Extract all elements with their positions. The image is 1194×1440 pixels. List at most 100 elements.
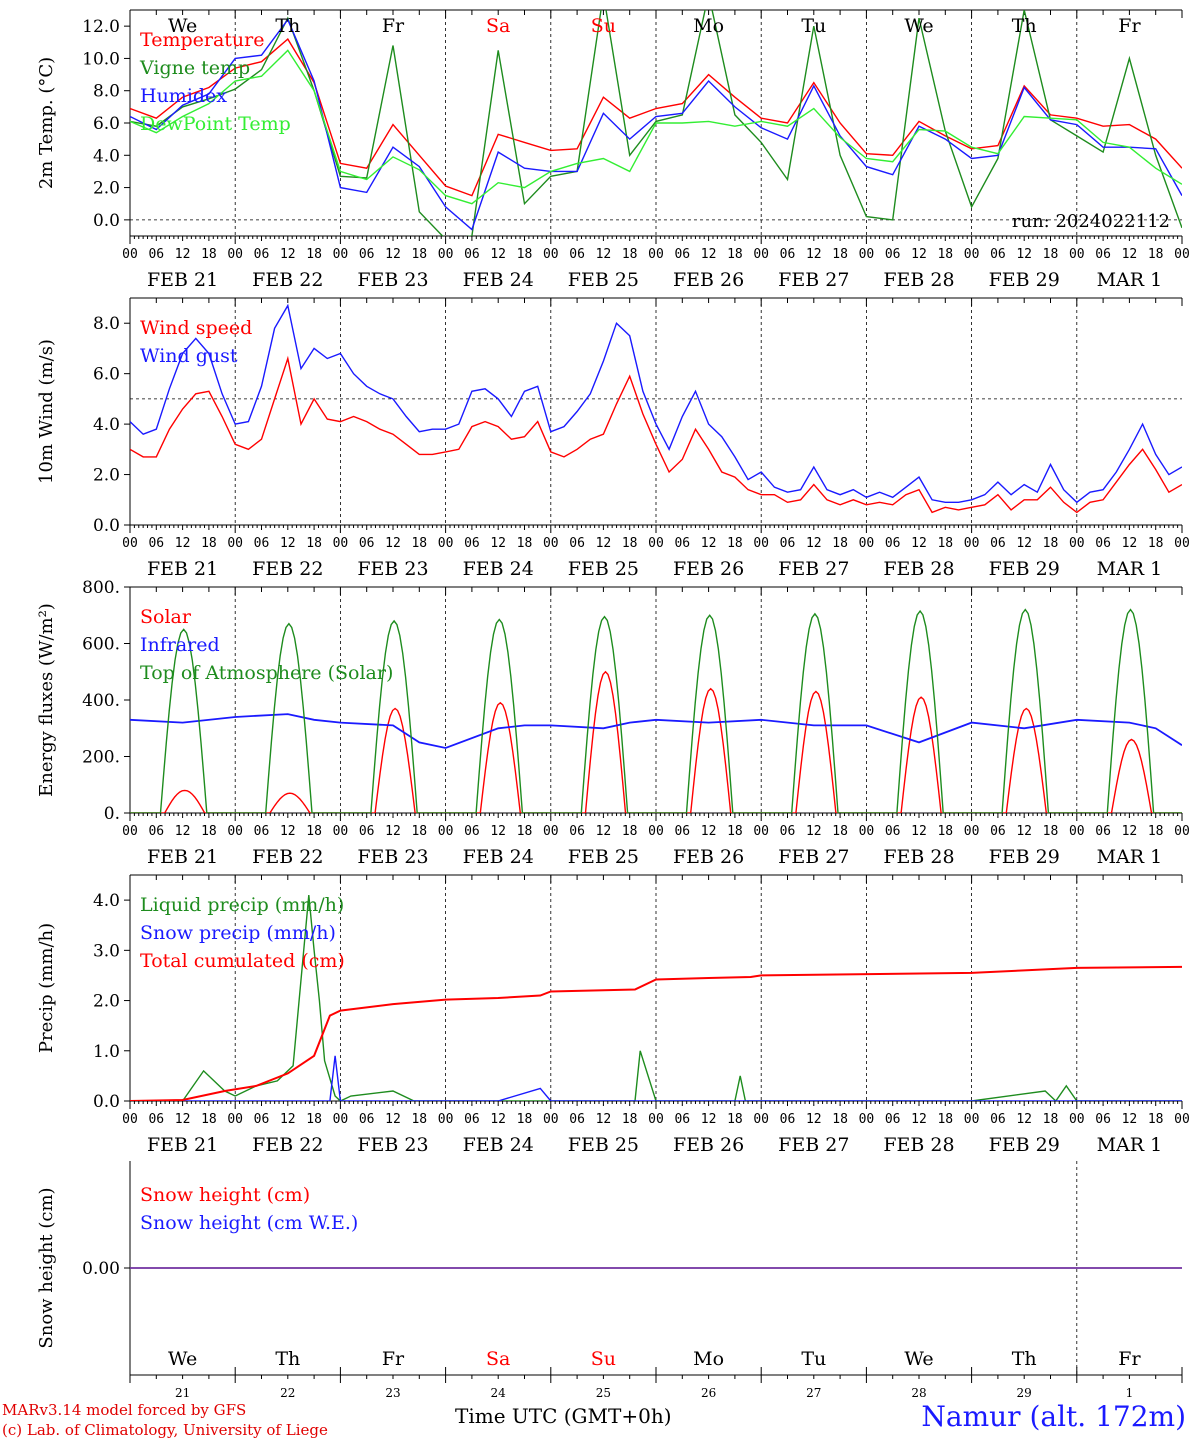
series-line	[130, 895, 1182, 1101]
hour-label: 00	[122, 824, 138, 839]
hour-label: 00	[753, 247, 769, 262]
hour-label: 12	[280, 536, 296, 551]
hour-label: 06	[359, 1112, 375, 1127]
meteogram-chart: 0.02.04.06.08.010.012.02m Temp. (°C)00 06…	[36, 9, 1190, 1400]
hour-label: 06	[885, 824, 901, 839]
hour-label: 06	[780, 824, 796, 839]
date-label: FEB 21	[147, 558, 218, 580]
hour-label: 06	[885, 1112, 901, 1127]
hour-label: 12	[1016, 824, 1032, 839]
date-label: FEB 25	[568, 558, 639, 580]
hour-label: 00	[1174, 247, 1190, 262]
hour-label: 18	[1043, 247, 1059, 262]
hour-label: 06	[254, 247, 270, 262]
weekday-label: We	[168, 1348, 197, 1370]
hour-label: 00	[648, 536, 664, 551]
weekday-label: Fr	[382, 1348, 405, 1370]
legend-entry: Total cumulated (cm)	[140, 950, 345, 972]
hour-label: 06	[780, 1112, 796, 1127]
date-label: FEB 27	[778, 558, 849, 580]
hour-label: 12	[280, 824, 296, 839]
day-number-label: 25	[596, 1386, 611, 1400]
y-tick-label: 600.	[82, 635, 120, 655]
hour-label: 00	[964, 824, 980, 839]
hour-label: 12	[490, 536, 506, 551]
y-tick-label: 0.00	[82, 1259, 120, 1279]
y-tick-label: 3.0	[93, 941, 120, 961]
date-label: FEB 21	[147, 1134, 218, 1156]
y-tick-label: 800.	[82, 578, 120, 598]
hour-label: 12	[1122, 1112, 1138, 1127]
hour-label: 12	[701, 824, 717, 839]
date-label: MAR 1	[1097, 558, 1163, 580]
legend-entry: Vigne temp	[139, 57, 250, 79]
y-tick-label: 12.0	[82, 17, 120, 37]
hour-label: 12	[1122, 247, 1138, 262]
weekday-label: Su	[591, 1348, 616, 1370]
date-label: FEB 23	[357, 269, 428, 291]
hour-label: 00	[438, 536, 454, 551]
hour-label: 06	[885, 536, 901, 551]
series-line	[130, 355, 1182, 514]
hour-label: 12	[1016, 247, 1032, 262]
y-tick-label: 4.0	[93, 415, 120, 435]
hour-label: 06	[569, 1112, 585, 1127]
date-label: FEB 28	[883, 1134, 954, 1156]
hour-label: 00	[227, 824, 243, 839]
hour-label: 00	[438, 1112, 454, 1127]
legend-entry: Humidex	[140, 85, 227, 107]
date-label: FEB 22	[252, 846, 323, 868]
hour-label: 12	[490, 1112, 506, 1127]
hour-label: 06	[254, 1112, 270, 1127]
hour-label: 06	[254, 536, 270, 551]
hour-label: 00	[648, 824, 664, 839]
hour-label: 12	[385, 247, 401, 262]
weekday-label: Th	[275, 15, 300, 37]
hour-label: 18	[727, 536, 743, 551]
hour-label: 12	[911, 1112, 927, 1127]
weekday-label: We	[168, 15, 197, 37]
y-axis-title: Snow height (cm)	[36, 1187, 57, 1348]
y-tick-label: 8.0	[93, 314, 120, 334]
hour-label: 00	[859, 536, 875, 551]
date-label: FEB 25	[568, 269, 639, 291]
hour-label: 06	[148, 824, 164, 839]
y-tick-label: 2.0	[93, 179, 120, 199]
hour-label: 00	[438, 824, 454, 839]
legend-entry: Snow height (cm W.E.)	[140, 1212, 358, 1234]
legend-entry: Temperature	[140, 29, 264, 51]
hour-label: 00	[964, 1112, 980, 1127]
hour-label: 18	[622, 824, 638, 839]
date-label: FEB 25	[568, 846, 639, 868]
date-label: FEB 25	[568, 1134, 639, 1156]
hour-label: 18	[727, 1112, 743, 1127]
hour-label: 18	[937, 247, 953, 262]
series-line	[130, 10, 1182, 236]
hour-label: 12	[385, 536, 401, 551]
hour-label: 18	[1043, 536, 1059, 551]
hour-label: 18	[1148, 824, 1164, 839]
weekday-label: Mo	[693, 15, 724, 37]
hour-label: 00	[543, 824, 559, 839]
y-axis-title: Precip (mm/h)	[36, 923, 57, 1053]
hour-label: 00	[859, 247, 875, 262]
hour-label: 18	[201, 824, 217, 839]
hour-label: 18	[201, 247, 217, 262]
y-tick-label: 200.	[82, 748, 120, 768]
legend-entry: Solar	[140, 606, 192, 628]
hour-label: 00	[1174, 1112, 1190, 1127]
hour-label: 12	[385, 824, 401, 839]
hour-label: 12	[596, 536, 612, 551]
hour-label: 12	[911, 247, 927, 262]
hour-label: 06	[254, 824, 270, 839]
day-number-label: 1	[1126, 1386, 1134, 1400]
hour-label: 12	[806, 247, 822, 262]
hour-label: 12	[911, 824, 927, 839]
hour-label: 06	[148, 247, 164, 262]
hour-label: 00	[333, 536, 349, 551]
panel-5	[124, 1161, 1183, 1383]
hour-label: 00	[333, 824, 349, 839]
series-line	[130, 303, 1182, 504]
hour-label: 06	[990, 247, 1006, 262]
hour-label: 18	[727, 824, 743, 839]
